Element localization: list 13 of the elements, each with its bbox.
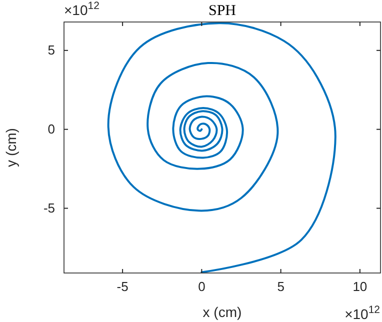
x-tick-label: 10 [352,279,368,294]
chart-title: SPH [208,3,236,19]
x-tick-label: 0 [198,279,206,294]
y-tick-label: -5 [43,200,55,216]
x-tick-label: 5 [277,279,284,294]
line-series [107,22,336,273]
x-axis-title: x (cm) [202,304,242,320]
x-tick-label: -5 [116,279,128,294]
y-axis-title: y (cm) [3,128,19,167]
y-tick-label: 5 [48,42,55,58]
y-tick-label: 0 [48,122,55,137]
text: ×10$^{12}$ [344,304,380,322]
text: ×10$^{12}$ [64,0,100,18]
